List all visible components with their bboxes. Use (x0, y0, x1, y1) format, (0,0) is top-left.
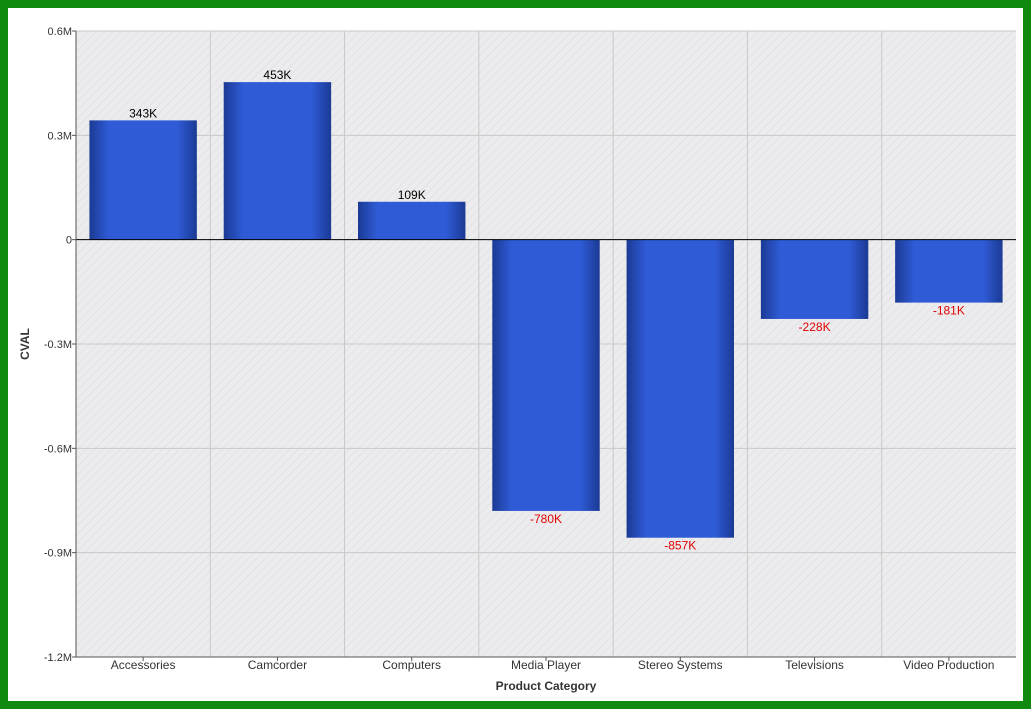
y-axis-ticks: 0.6M 0.3M 0 -0.3M -0.6M -0.9M -1.2M (44, 26, 76, 664)
data-labels: 343K 453K 109K -780K -857K -228K -181K (129, 68, 965, 553)
data-label: -780K (530, 512, 562, 526)
y-tick-label: -0.9M (44, 548, 72, 560)
x-tick-label: Televisions (785, 658, 844, 672)
data-label: -181K (933, 304, 965, 318)
x-tick-label: Accessories (111, 658, 176, 672)
bar-accessories (89, 120, 197, 240)
bar-stereo-systems (626, 239, 734, 538)
y-tick-label: -1.2M (44, 652, 72, 664)
y-tick-label: -0.3M (44, 339, 72, 351)
y-axis-label: CVAL (18, 328, 32, 360)
bar-media-player (492, 239, 600, 511)
x-tick-label: Video Production (903, 658, 994, 672)
x-tick-label: Stereo Systems (638, 658, 723, 672)
y-tick-label: 0.3M (48, 130, 72, 142)
bar-camcorder (223, 82, 332, 240)
y-tick-label: -0.6M (44, 443, 72, 455)
y-tick-label: 0 (66, 235, 72, 247)
x-tick-label: Camcorder (248, 658, 307, 672)
bar-video-production (895, 239, 1003, 303)
x-axis-label: Product Category (496, 679, 597, 693)
x-axis-ticks: Accessories Camcorder Computers Media Playe… (111, 657, 994, 672)
bars-group (89, 82, 1003, 538)
bar-computers (358, 201, 466, 240)
x-tick-label: Computers (382, 658, 441, 672)
bar-televisions (760, 239, 869, 319)
data-label: -228K (799, 320, 831, 334)
y-tick-label: 0.6M (48, 26, 72, 38)
data-label: 109K (398, 188, 426, 202)
data-label: -857K (664, 539, 696, 553)
data-label: 453K (263, 68, 291, 82)
x-tick-label: Media Player (511, 658, 581, 672)
data-label: 343K (129, 106, 157, 120)
